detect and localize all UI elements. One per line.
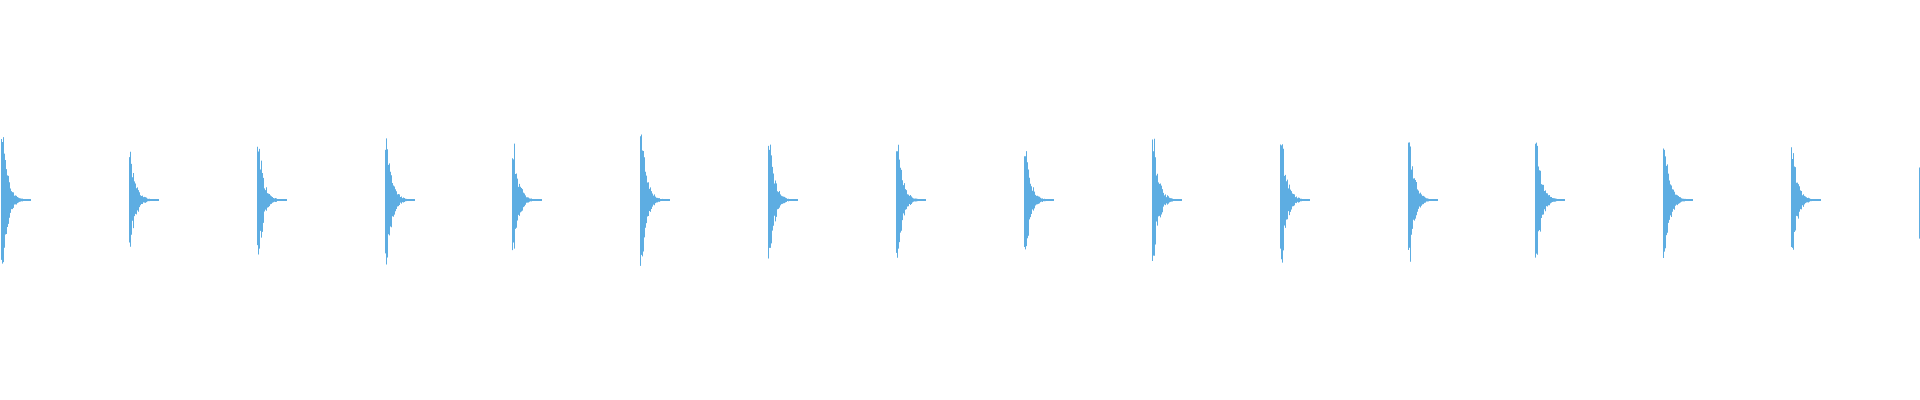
- waveform-burst-mark: [1408, 142, 1438, 262]
- waveform-burst: [1535, 142, 1565, 258]
- waveform-burst-mark: [1791, 147, 1821, 250]
- waveform-burst-mark: [1152, 138, 1182, 261]
- waveform-burst: [129, 151, 159, 247]
- waveform-burst: [1663, 148, 1693, 259]
- waveform-burst-mark: [768, 144, 798, 259]
- waveform-burst: [385, 138, 415, 265]
- waveform-burst-mark: [512, 143, 542, 251]
- waveform-burst-mark: [1, 137, 31, 264]
- waveform-burst-mark: [1024, 151, 1054, 250]
- waveform-burst: [1408, 142, 1438, 262]
- waveform-burst: [768, 144, 798, 259]
- waveform-burst: [1152, 138, 1182, 261]
- waveform-burst: [640, 134, 670, 266]
- waveform-burst: [1791, 147, 1821, 250]
- waveform-burst: [512, 143, 542, 251]
- waveform-burst-mark: [257, 146, 287, 255]
- waveform-burst: [896, 144, 926, 258]
- waveform-burst: [1280, 144, 1310, 263]
- waveform-burst-mark: [1663, 148, 1693, 259]
- waveform-burst-mark: [1535, 142, 1565, 258]
- waveform-burst: [257, 146, 287, 255]
- waveform-burst-mark: [385, 138, 415, 265]
- waveform-burst-mark: [896, 144, 926, 258]
- waveform-burst-mark: [1280, 144, 1310, 263]
- waveform-burst-mark: [640, 134, 670, 266]
- waveform-burst-mark: [129, 151, 159, 247]
- waveform-burst: [1, 137, 31, 264]
- waveform-burst: [1024, 151, 1054, 250]
